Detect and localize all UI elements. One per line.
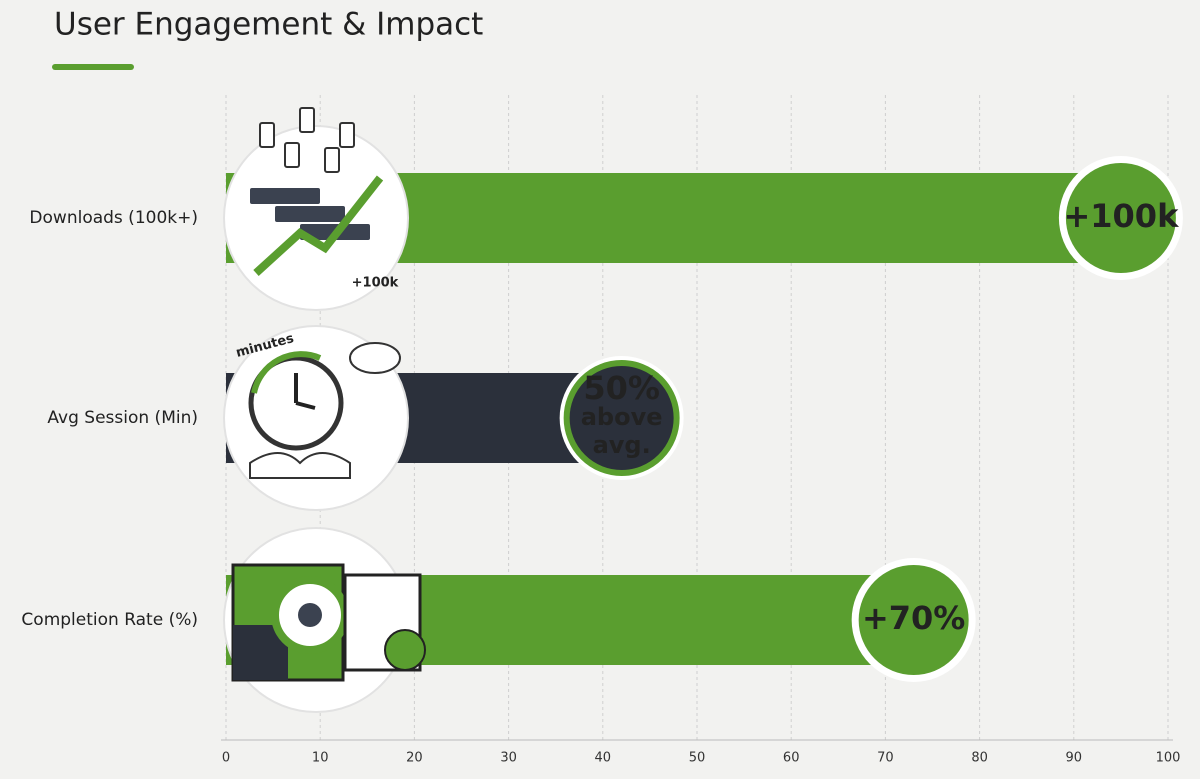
cloud: [349, 342, 401, 374]
badge-label: +70%: [862, 599, 965, 637]
x-tick-label: 80: [971, 751, 988, 766]
badge-label: avg.: [593, 431, 651, 459]
x-tick-label: 20: [406, 751, 423, 766]
badge-seal: [384, 629, 426, 671]
server: [275, 206, 345, 222]
server: [250, 188, 320, 204]
badge-label: +100k: [1063, 197, 1179, 235]
x-tick-label: 100: [1156, 751, 1181, 766]
x-tick-label: 90: [1066, 751, 1083, 766]
title-underline: [52, 64, 134, 70]
y-tick-label: Completion Rate (%): [21, 610, 198, 630]
badge-label: 50%: [583, 369, 660, 407]
badge-label: above: [581, 403, 663, 431]
growth-arrow: [253, 175, 384, 276]
x-tick-label: 30: [500, 751, 517, 766]
phone: [339, 122, 355, 148]
x-tick-label: 0: [222, 751, 230, 766]
book: [249, 452, 351, 479]
x-tick-label: 70: [877, 751, 894, 766]
y-tick-label: Downloads (100k+): [29, 208, 198, 228]
x-tick-label: 60: [783, 751, 800, 766]
y-tick-label: Avg Session (Min): [47, 408, 198, 428]
phone: [324, 147, 340, 173]
badge-inner: [563, 360, 680, 476]
phone: [284, 142, 300, 168]
clock-arc: [251, 351, 322, 394]
badge-inner: [1065, 163, 1176, 273]
badge-inner: [858, 565, 969, 675]
x-tick-label: 10: [312, 751, 329, 766]
x-tick-label: 50: [689, 751, 706, 766]
target-center: [298, 603, 322, 627]
grid: 0 10 20 30 40 50 60 70 80 90 100: [221, 95, 1180, 766]
icon-text: +100k: [352, 276, 399, 291]
phone: [259, 122, 275, 148]
phone: [299, 107, 315, 133]
clock-hand: [295, 401, 316, 410]
x-tick-label: 40: [595, 751, 612, 766]
chart-title: User Engagement & Impact: [54, 7, 483, 43]
